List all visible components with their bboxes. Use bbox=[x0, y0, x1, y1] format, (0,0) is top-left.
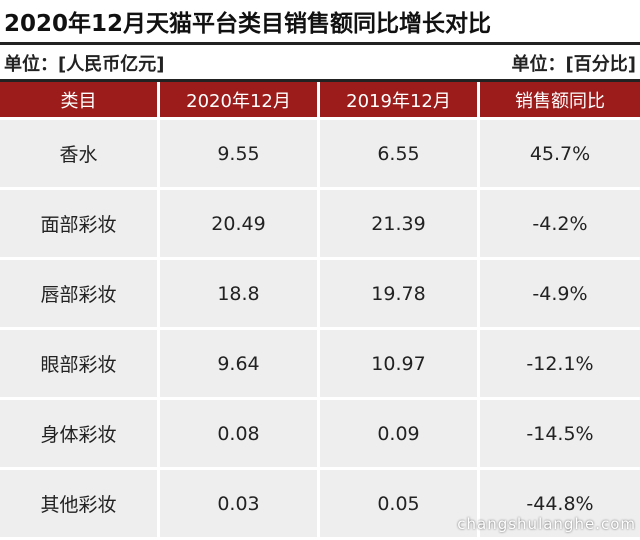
unit-bar: 单位：[人民币亿元] 单位：[百分比] bbox=[0, 42, 640, 82]
watermark: changshulanghe.com bbox=[457, 515, 636, 533]
table-cell: 18.8 bbox=[160, 260, 320, 330]
table-cell: 20.49 bbox=[160, 190, 320, 260]
table-cell: 其他彩妆 bbox=[0, 470, 160, 540]
table-cell: 0.03 bbox=[160, 470, 320, 540]
table-cell: -12.1% bbox=[480, 330, 640, 400]
table-cell: 45.7% bbox=[480, 120, 640, 190]
table-cell: 0.09 bbox=[320, 400, 480, 470]
column-header: 销售额同比 bbox=[480, 82, 640, 120]
table-cell: 眼部彩妆 bbox=[0, 330, 160, 400]
table: 类目 2020年12月 2019年12月 销售额同比香水 9.55 6.55 45.7% 面部… bbox=[0, 82, 640, 540]
table-cell: 香水 bbox=[0, 120, 160, 190]
column-header: 2020年12月 bbox=[160, 82, 320, 120]
table-cell: -14.5% bbox=[480, 400, 640, 470]
table-cell: 21.39 bbox=[320, 190, 480, 260]
table-cell: -4.2% bbox=[480, 190, 640, 260]
unit-right: 单位：[百分比] bbox=[511, 54, 636, 75]
table-cell: 0.05 bbox=[320, 470, 480, 540]
table-cell: 面部彩妆 bbox=[0, 190, 160, 260]
column-header: 类目 bbox=[0, 82, 160, 120]
title: 2020年12月天猫平台类目销售额同比增长对比 bbox=[4, 11, 492, 37]
table-cell: 19.78 bbox=[320, 260, 480, 330]
table-cell: 身体彩妆 bbox=[0, 400, 160, 470]
table-cell: 10.97 bbox=[320, 330, 480, 400]
table-cell: 6.55 bbox=[320, 120, 480, 190]
table-cell: -4.9% bbox=[480, 260, 640, 330]
unit-left: 单位：[人民币亿元] bbox=[4, 54, 165, 75]
table-cell: 9.55 bbox=[160, 120, 320, 190]
table-cell: 0.08 bbox=[160, 400, 320, 470]
table-cell: 唇部彩妆 bbox=[0, 260, 160, 330]
column-header: 2019年12月 bbox=[320, 82, 480, 120]
table-cell: 9.64 bbox=[160, 330, 320, 400]
